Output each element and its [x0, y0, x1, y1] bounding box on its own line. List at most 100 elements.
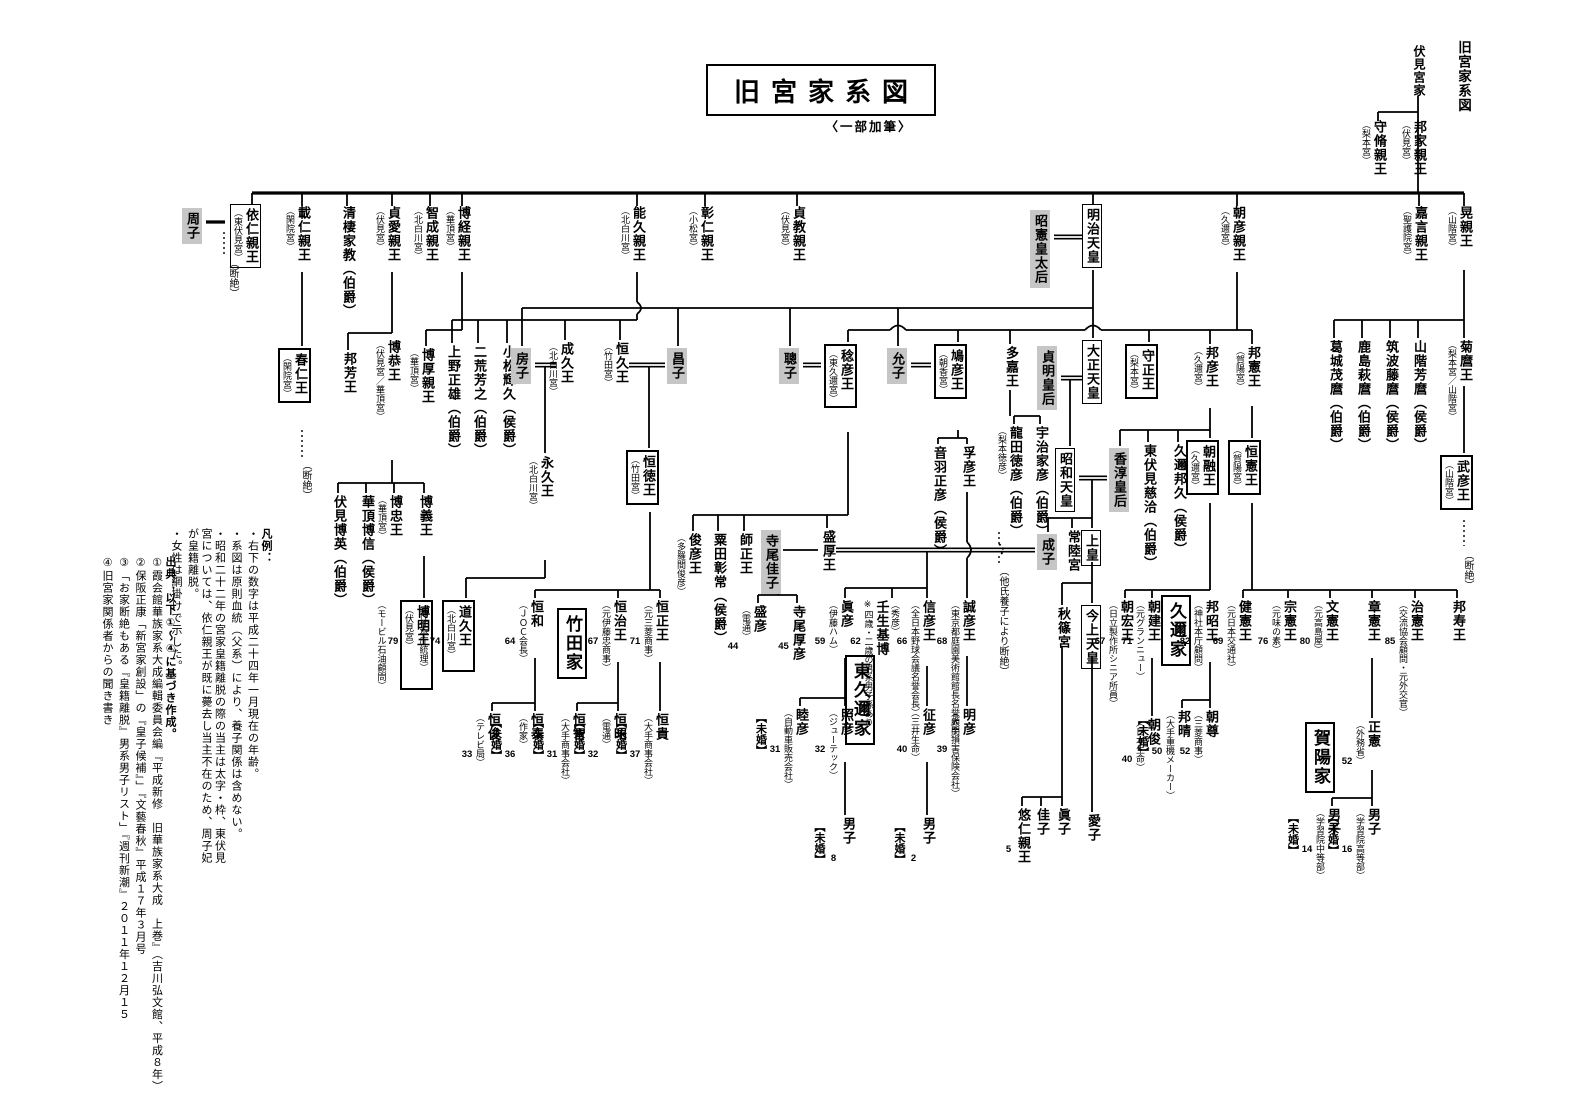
node-akihiko-label: 明彦 （大手損害保険会社）	[950, 708, 976, 798]
node-asataka: 朝尊 （三菱商事） 52	[1179, 710, 1219, 764]
node-uji: 宇治家彦（伯爵）	[1033, 426, 1049, 538]
node-takenori: 健憲王 （元日本交通社） 69	[1212, 600, 1252, 672]
nm-text: 菊麿王	[1458, 340, 1473, 382]
nt-text: （伏見宮）	[404, 605, 414, 650]
nm-text: 鹿島萩麿（伯爵）	[1356, 340, 1371, 452]
node-danshi-8-label: 男子	[840, 817, 856, 865]
node-kikumaro: 菊麿王 （梨本宮／山階宮）	[1446, 340, 1473, 421]
age-text: 31	[546, 749, 558, 760]
nm-text: 貞明皇后	[1040, 350, 1055, 406]
nm-text: 伏見博英（伯爵）	[332, 495, 347, 607]
nm-text: 眞子	[1056, 808, 1071, 836]
node-fuminori-label: 文憲王 （元高島屋）	[1313, 600, 1339, 654]
node-hisahito: 悠仁親王 5	[1002, 808, 1031, 864]
node-terao-atsuhiko-label: 寺尾厚彦	[790, 605, 806, 661]
nm-text: 稔彦王	[839, 349, 854, 391]
node-higashifushimi: 東伏見慈洽（伯爵）	[1141, 444, 1157, 570]
node-tomohiko: 誠彦王 （東京都庭園美術館館長名誉顧問） 68	[936, 600, 976, 744]
node-yasuhiko-label: 鳩彦王 （朝香宮）	[933, 344, 967, 399]
nm-text: 寺尾厚彦	[791, 605, 806, 661]
nt-text: （梨本宮）	[1129, 349, 1139, 394]
node-danshi-2: 男子 2 【未婚】	[890, 817, 936, 865]
nt-text: （東久邇宮）	[828, 349, 838, 403]
node-side-title-label: 旧宮家系図	[1455, 40, 1471, 113]
nm-text: 朝融王	[1201, 445, 1216, 487]
nm-text: 正憲	[1366, 720, 1381, 748]
nt-text: （三井生命）	[910, 708, 920, 762]
nm-text: 彰仁親王	[699, 206, 714, 262]
node-joko-label: 上皇	[1081, 530, 1101, 566]
nt-text: （閑院宮）	[282, 353, 292, 398]
nm-text: 誠彦王	[961, 600, 976, 642]
nt-text: （華頂宮）	[445, 206, 455, 251]
nt-text: （元味の素）	[1271, 600, 1281, 654]
node-masanori: 正憲 （外務省） 52	[1341, 720, 1381, 767]
node-joko: 上皇	[1081, 530, 1101, 566]
node-danshi-14: 男子 （学習院中等部） 14 【未婚】	[1284, 808, 1342, 880]
nm-text: 健憲王	[1237, 600, 1252, 642]
nm-text: 治憲王	[1409, 600, 1424, 642]
nm-text: 邦昭王	[1204, 600, 1219, 642]
nt-text: （多羅間俊彦）	[676, 533, 686, 596]
age-text: 32	[587, 749, 599, 760]
node-naruhiko-label: 稔彦王 （東久邇宮）	[823, 344, 857, 408]
node-nobuko-label: 允子	[887, 348, 907, 384]
nt-text: （北白川宮）	[446, 605, 456, 659]
node-haruhito-label: 春仁王 （閑院宮）	[277, 348, 311, 403]
age-text: 14	[1301, 844, 1313, 855]
nm-text: 邦芳王	[342, 352, 357, 394]
nm-text: 常陸宮	[1066, 530, 1081, 572]
nm-text: 恒徳王	[641, 455, 656, 497]
node-kojun-label: 香淳皇后	[1109, 448, 1129, 512]
age-text: 64	[504, 636, 516, 647]
node-morimasa-label: 守正王 （梨本宮）	[1124, 344, 1158, 399]
node-morihiro: 盛厚王	[820, 530, 836, 572]
node-uji-label: 宇治家彦（伯爵）	[1033, 426, 1049, 538]
node-akira: 晃親王 （山階宮）	[1446, 206, 1473, 251]
legend-header: 凡例：	[260, 528, 272, 564]
node-kuniyoshi-o-label: 邦芳王	[341, 352, 357, 394]
nm-text: 昭憲皇太后	[1033, 214, 1048, 284]
node-yukihiko: 征彦 （三井生命） 40	[896, 708, 936, 762]
age-text: 79	[387, 636, 399, 647]
nm-text: 愛子	[1086, 814, 1101, 842]
nt-text: （三菱商事）	[1193, 710, 1203, 764]
nt-text: （外務省）	[1355, 720, 1365, 765]
nt-text: （閑院宮）	[285, 206, 295, 251]
nm-text: 朝彦親王	[1231, 206, 1246, 262]
node-nobuhiko: 信彦王 （全日本野球会議名誉会長） 66	[896, 600, 936, 717]
nt-text: （北白川宮）	[620, 206, 630, 260]
nt-text: （賀陽宮）	[1232, 445, 1242, 490]
node-terao-kako-label: 寺尾佳子	[761, 530, 781, 594]
node-tsuneaki: 恒昭 （電通） 32 【未婚】	[570, 713, 628, 761]
node-morioda-label: 守脩親王 （梨本宮）	[1361, 120, 1387, 176]
node-sadanaru: 貞愛親王 （伏見宮）	[374, 206, 401, 262]
nm-text: 寺尾佳子	[764, 534, 779, 590]
node-takeda-family-label: 竹田家	[557, 608, 587, 679]
node-yorihito-label: 依仁親王 （東伏見宮）	[229, 204, 261, 268]
node-munenori-label: 宗憲王 （元味の素）	[1271, 600, 1297, 654]
nm-text: 聰子	[782, 352, 797, 380]
nt-text: （久邇宮）	[1193, 346, 1203, 391]
nm-text: 恒久王	[614, 342, 629, 384]
nt-text: （竹田宮）	[630, 455, 640, 500]
age-text: 52	[1179, 746, 1191, 757]
nt-text: （交流協会顧問・元外交官）	[1398, 600, 1408, 717]
node-kuni-kunihisa: 久邇邦久（侯爵）	[1171, 444, 1187, 556]
nm-text: 朝俊	[1146, 718, 1161, 746]
node-nagahisa: 永久王 （北白川宮）	[527, 456, 554, 510]
node-tsunetomo-label: 恒智 （大手商事会社）	[560, 713, 586, 785]
node-side-title: 旧宮家系図	[1455, 40, 1471, 113]
sources-block: 出典：以下①～④に基づき作成。 ①霞会館華族家系大成編輯委員会編『平成新修 旧華…	[97, 556, 176, 1116]
age-text: 39	[936, 744, 948, 755]
nt-text: （伏見宮／華頂宮）	[375, 340, 385, 421]
node-sadako-label: 貞明皇后	[1037, 346, 1057, 410]
node-kayo-family-label: 賀陽家	[1305, 722, 1335, 793]
nm-text: 音羽正彦（侯爵）	[932, 446, 947, 558]
node-aiko-label: 愛子	[1085, 814, 1101, 842]
nt-text: （竹田宮）	[603, 342, 613, 387]
node-taisho: 大正天皇	[1082, 340, 1102, 404]
nm-text: 依仁親王	[244, 208, 259, 264]
node-danzetsu-3: （断絶）	[1461, 550, 1473, 590]
